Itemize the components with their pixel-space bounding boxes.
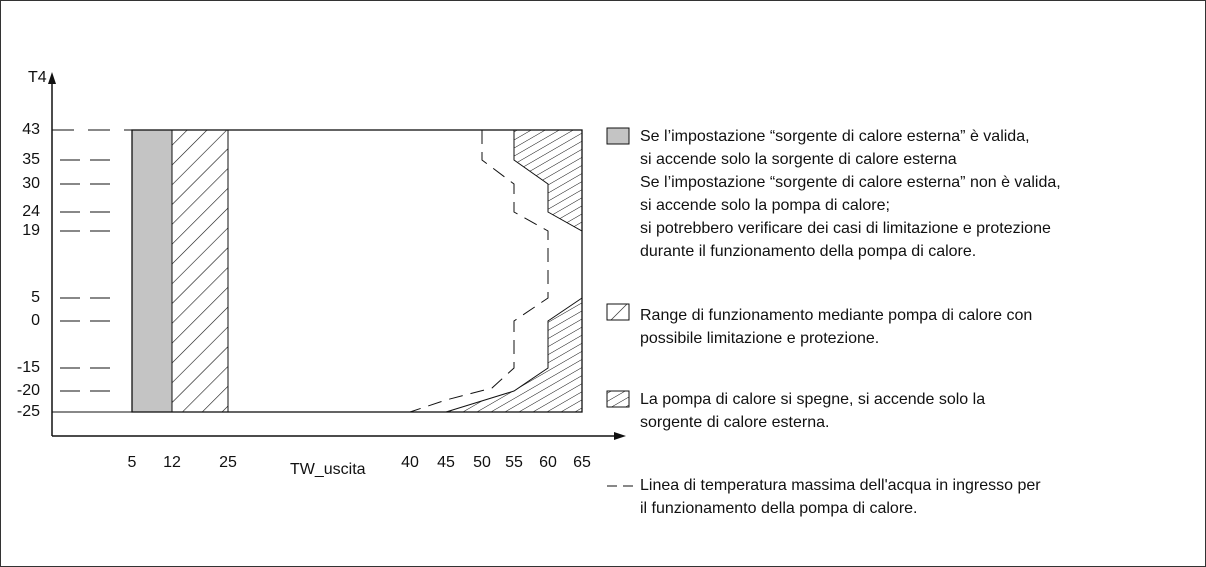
y-arrow <box>48 72 56 84</box>
hatch-region <box>171 129 229 413</box>
x-tick-label: 12 <box>163 454 181 471</box>
x-tick-label: 5 <box>128 454 137 471</box>
max-temp-line <box>409 130 549 413</box>
legend-text: si potrebbero verificare dei casi di lim… <box>640 220 1051 237</box>
x-arrow <box>614 432 626 440</box>
legend-text: Range di funzionamento mediante pompa di… <box>640 307 1032 324</box>
cross-region-top <box>513 129 583 232</box>
legend-text: sorgente di calore esterna. <box>640 414 829 431</box>
y-axis-label: T4 <box>28 69 47 86</box>
y-tick-label: 43 <box>22 121 40 138</box>
legend-text: si accende solo la sorgente di calore es… <box>640 151 957 168</box>
legend-text: Se l’impostazione “sorgente di calore es… <box>640 174 1061 191</box>
x-tick-label: 40 <box>401 454 419 471</box>
legend-text: durante il funzionamento della pompa di … <box>640 243 976 260</box>
x-tick-label: 60 <box>539 454 557 471</box>
legend-cross <box>606 390 630 408</box>
x-axis-label: TW_uscita <box>290 461 366 478</box>
gray-region <box>131 129 173 413</box>
legend-text: si accende solo la pompa di calore; <box>640 197 890 214</box>
y-tick-label: 5 <box>31 289 40 306</box>
x-tick-label: 50 <box>473 454 491 471</box>
legend-text: La pompa di calore si spegne, si accende… <box>640 391 985 408</box>
legend-hatch <box>606 303 630 321</box>
y-tick-label: -20 <box>17 382 40 399</box>
legend-text: Se l’impostazione “sorgente di calore es… <box>640 128 1030 145</box>
y-tick-label: 19 <box>22 222 40 239</box>
legend-text: il funzionamento della pompa di calore. <box>640 500 918 517</box>
x-tick-label: 45 <box>437 454 455 471</box>
y-tick-label: 30 <box>22 175 40 192</box>
x-tick-label: 55 <box>505 454 523 471</box>
y-tick-label: 0 <box>31 312 40 329</box>
x-tick-label: 25 <box>219 454 237 471</box>
x-tick-label: 65 <box>573 454 591 471</box>
y-tick-label: 35 <box>22 151 40 168</box>
legend-text: Linea di temperatura massima dell'acqua … <box>640 477 1041 494</box>
legend-text: possibile limitazione e protezione. <box>640 330 879 347</box>
cross-region-bottom <box>445 297 583 413</box>
y-tick-label: 24 <box>22 203 40 220</box>
y-tick-label: -15 <box>17 359 40 376</box>
legend-gray <box>606 127 630 145</box>
operating-box <box>131 129 583 413</box>
y-tick-label: -25 <box>17 403 40 420</box>
